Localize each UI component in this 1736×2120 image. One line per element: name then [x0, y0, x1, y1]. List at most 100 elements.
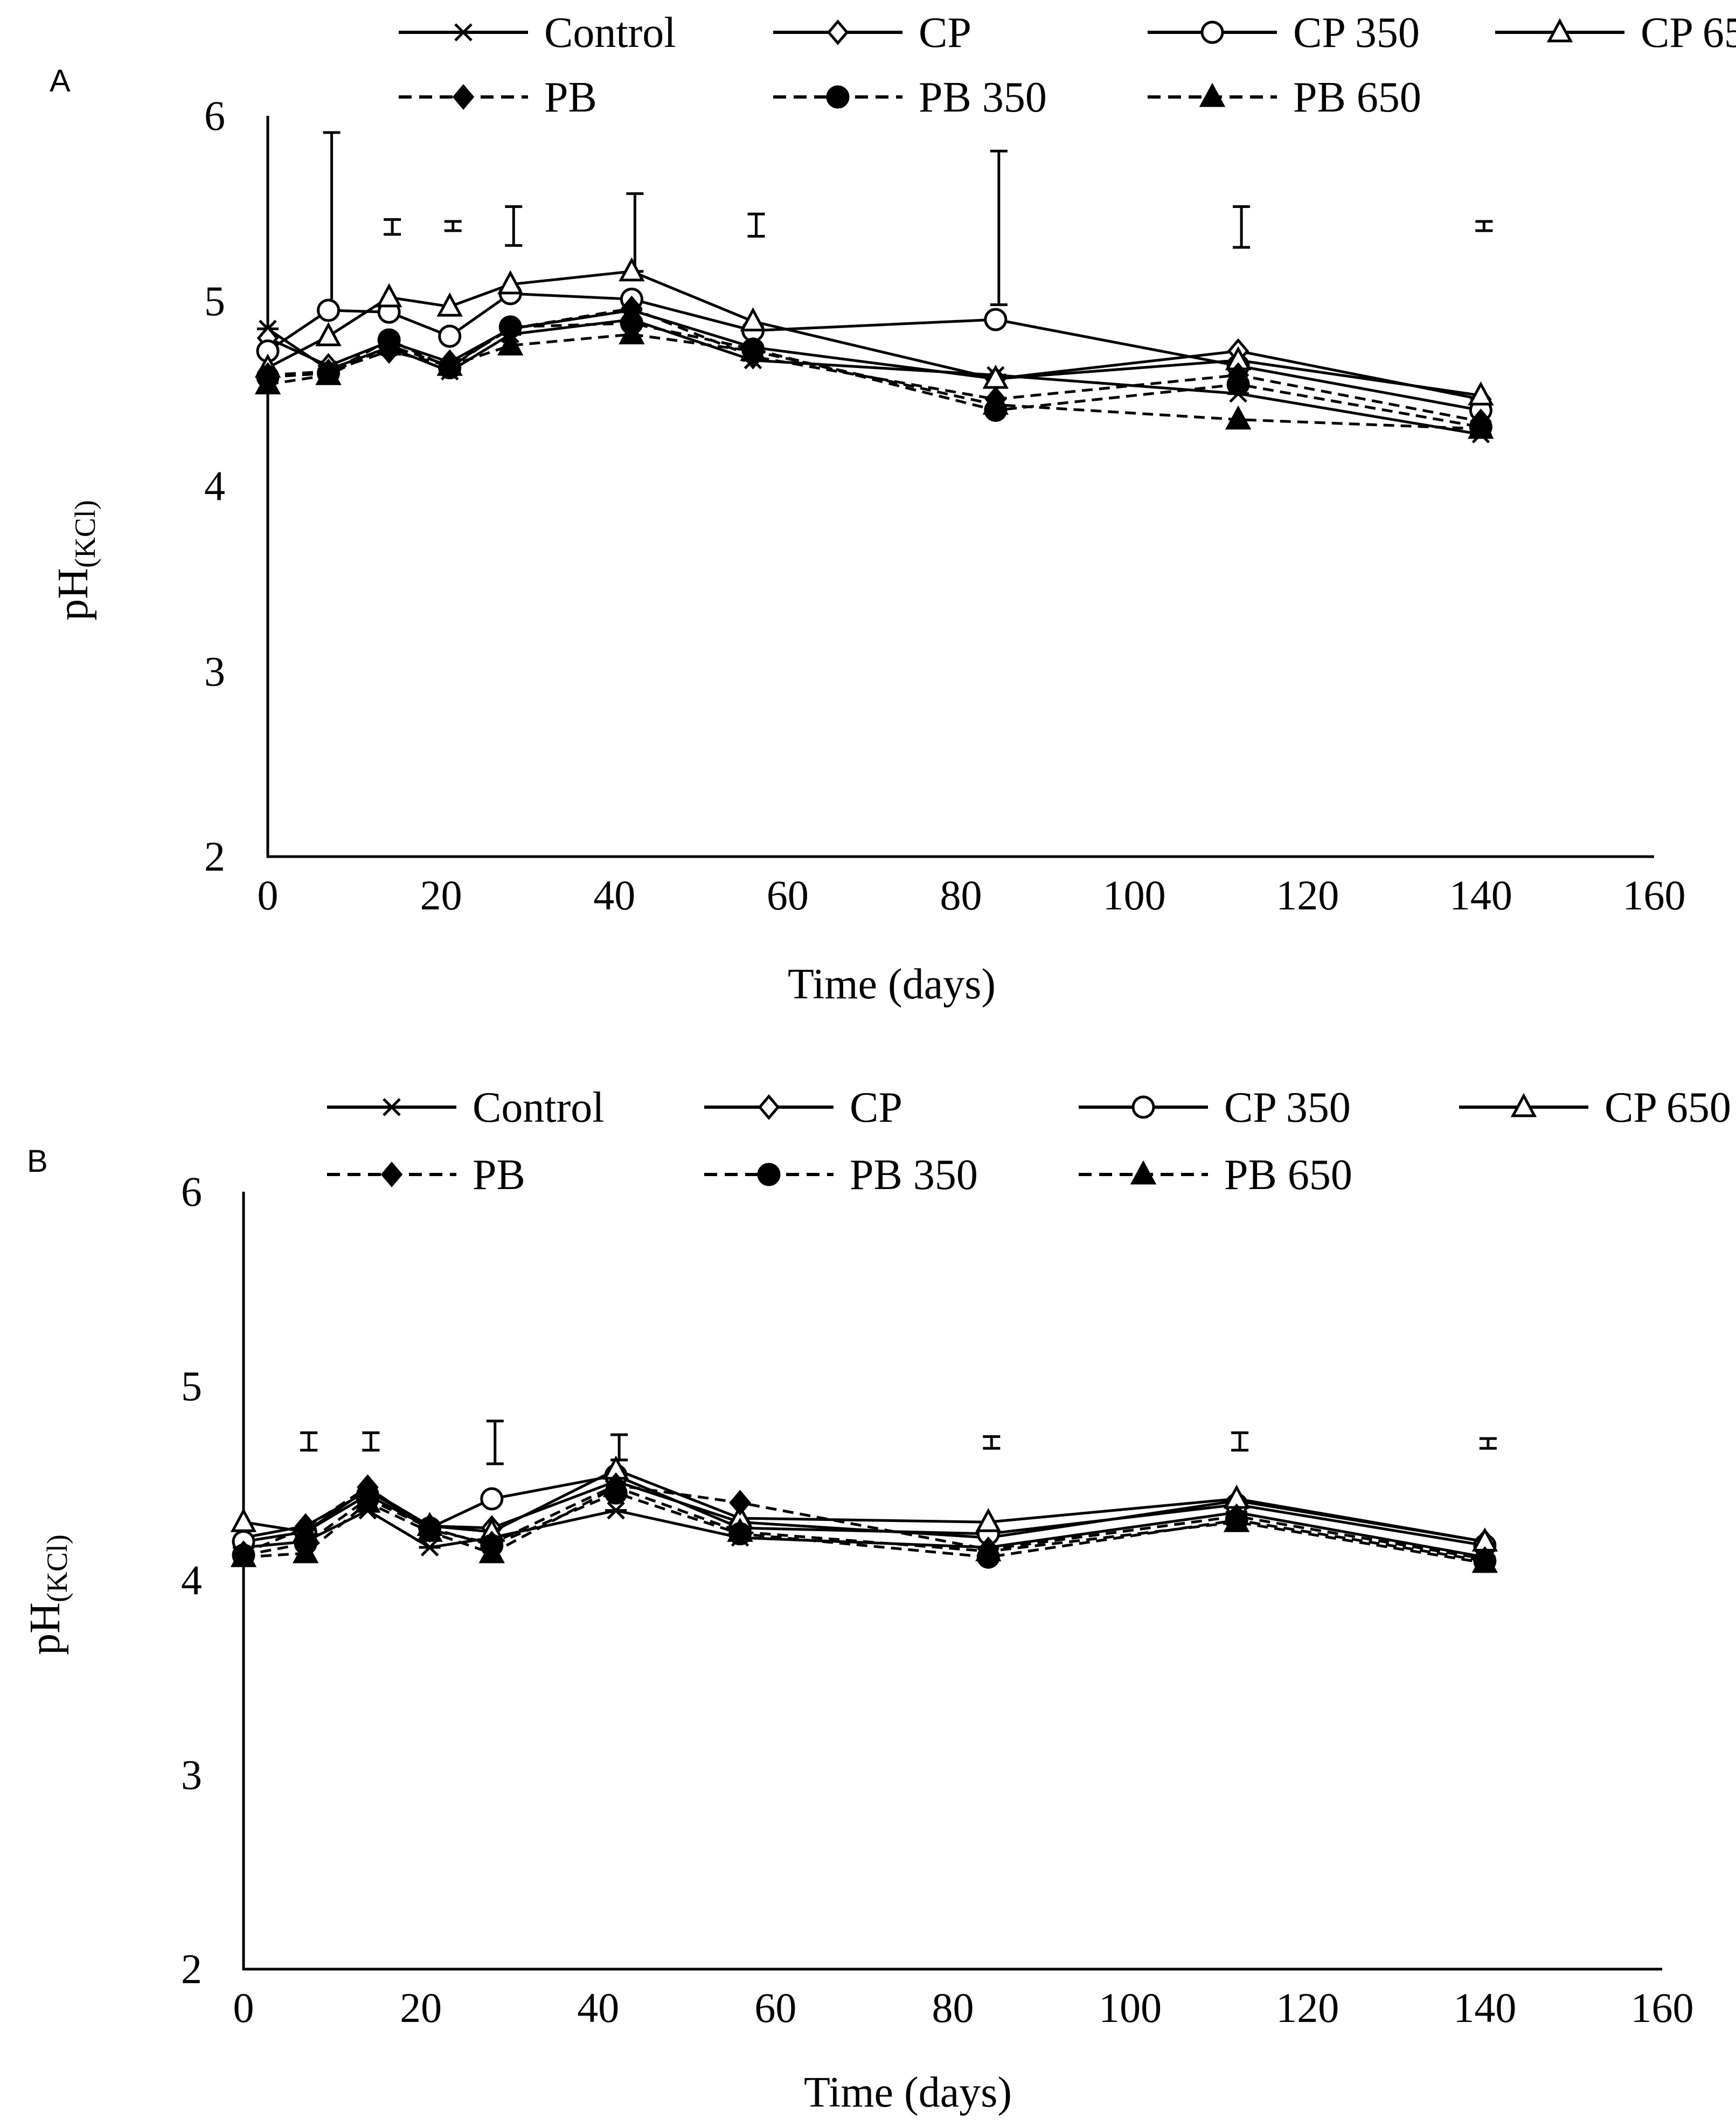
legend-label-b-cp-350: CP 350 — [1224, 1084, 1351, 1131]
error-bar-a-140 — [1475, 220, 1493, 232]
y-axis-title-b: pH(KCl) — [22, 1534, 73, 1655]
y-tick-label-b-5: 5 — [181, 1363, 202, 1409]
y-axis-title-b-sub: (KCl) — [41, 1534, 73, 1602]
legend-entry-a-cp: CP — [773, 9, 971, 57]
data-point-b-cp-650-0 — [230, 1508, 257, 1532]
legend-label-a-pb: PB — [544, 74, 597, 121]
axes-a — [266, 116, 1654, 858]
data-point-a-cp-650-140 — [1468, 381, 1494, 406]
x-tick-label-a-0: 0 — [258, 872, 279, 919]
legend-marker-b-control — [381, 1098, 402, 1116]
data-point-b-pb-650-21 — [416, 1518, 443, 1542]
error-bars-b — [300, 1420, 1497, 1465]
y-tick-label-a-6: 6 — [204, 92, 225, 139]
data-point-a-cp-650-28 — [497, 270, 524, 295]
x-tick-label-a-160: 160 — [1623, 872, 1686, 919]
legend-entry-a-pb-650: PB 650 — [1148, 74, 1421, 121]
data-point-a-cp-650-14 — [376, 283, 402, 308]
data-point-a-pb-650-21 — [436, 351, 463, 376]
y-axis-title-a: pH(KCl) — [50, 500, 101, 621]
legend-marker-b-pb — [380, 1162, 403, 1187]
x-tick-label-a-100: 100 — [1103, 872, 1166, 919]
x-tick-label-b-140: 140 — [1453, 1984, 1516, 2031]
legend-label-b-pb-650: PB 650 — [1224, 1151, 1352, 1199]
series-line-b-cp-350 — [243, 1474, 1485, 1547]
data-point-a-cp-650-21 — [436, 292, 463, 317]
legend-a: Control CP CP 350 CP 650 PB PB 350 PB 650 — [399, 9, 1736, 121]
data-point-a-pb-650-0 — [254, 370, 281, 394]
axes-b — [242, 1192, 1662, 1971]
y-tick-label-b-3: 3 — [181, 1751, 202, 1798]
error-bar-a-14 — [384, 218, 401, 236]
x-tick-label-a-120: 120 — [1276, 872, 1339, 919]
data-point-b-pb-650-56 — [727, 1518, 753, 1542]
x-tick-label-b-0: 0 — [233, 1984, 254, 2031]
error-bar-b-112 — [1231, 1431, 1249, 1452]
data-point-b-cp-350-28 — [480, 1487, 504, 1511]
series-line-a-pb-650 — [267, 333, 1481, 430]
legend-marker-a-control — [453, 23, 474, 41]
series-line-b-pb-650 — [243, 1485, 1485, 1565]
series-line-a-pb-350 — [267, 322, 1481, 428]
x-tick-label-a-40: 40 — [593, 872, 635, 919]
data-point-b-pb-650-0 — [230, 1542, 257, 1567]
data-point-a-pb-650-28 — [497, 331, 524, 356]
x-tick-label-a-20: 20 — [420, 872, 462, 919]
legend-label-b-cp: CP — [850, 1084, 902, 1131]
y-tick-label-a-4: 4 — [204, 463, 225, 510]
legend-entry-b-pb-650: PB 650 — [1079, 1151, 1352, 1199]
legend-label-a-cp: CP — [919, 9, 971, 57]
data-point-a-pb-650-42 — [619, 320, 645, 345]
y-axis-title-a-main: pH — [50, 568, 97, 621]
data-point-a-cp-650-42 — [619, 257, 645, 282]
legend-marker-b-pb-350 — [757, 1163, 781, 1186]
legend-entry-a-cp-650: CP 650 — [1495, 9, 1736, 57]
x-axis-title-b: Time (days) — [804, 2069, 1012, 2116]
data-point-a-pb-650-7 — [315, 360, 342, 385]
series-group-b — [230, 1455, 1498, 1573]
data-point-a-pb-650-140 — [1468, 414, 1494, 439]
x-tick-label-a-60: 60 — [767, 872, 809, 919]
legend-label-a-pb-350: PB 350 — [919, 74, 1047, 121]
data-point-b-pb-650-84 — [975, 1537, 1002, 1561]
data-point-a-cp-350-7 — [317, 298, 341, 322]
chart-panel-b: Control CP CP 350 CP 650 PB PB 350 PB 650 0 20 4… — [22, 1084, 1731, 2116]
data-point-b-pb-650-42 — [602, 1473, 629, 1497]
series-a-pb-650 — [254, 320, 1494, 439]
panel-letter-a: A — [50, 64, 71, 99]
legend-label-a-pb-650: PB 650 — [1293, 74, 1421, 121]
data-point-a-cp-350-84 — [984, 308, 1008, 331]
error-bar-b-14 — [362, 1431, 380, 1452]
legend-label-b-pb: PB — [473, 1151, 525, 1199]
legend-entry-b-pb: PB — [327, 1151, 525, 1199]
data-point-b-pb-650-28 — [478, 1539, 505, 1563]
data-point-b-cp-650-84 — [975, 1508, 1002, 1532]
legend-entry-b-cp-350: CP 350 — [1079, 1084, 1351, 1131]
data-point-a-pb-650-14 — [376, 331, 402, 356]
legend-label-a-cp-350: CP 350 — [1293, 9, 1420, 57]
x-tick-label-b-60: 60 — [754, 1984, 796, 2031]
y-tick-label-b-6: 6 — [181, 1168, 202, 1215]
legend-marker-a-pb-650 — [1199, 82, 1226, 107]
data-point-b-control-21 — [419, 1538, 441, 1556]
data-point-b-pb-650-140 — [1471, 1548, 1498, 1573]
data-point-a-cp-650-56 — [740, 307, 766, 332]
series-line-b-control — [243, 1509, 1485, 1559]
data-point-b-pb-650-7 — [293, 1539, 319, 1563]
error-bar-b-84 — [983, 1435, 1001, 1450]
y-axis-title-a-sub: (KCl) — [69, 500, 101, 568]
legend-marker-a-cp — [827, 19, 849, 45]
y-tick-label-a-2: 2 — [204, 833, 225, 880]
x-tick-label-b-80: 80 — [932, 1984, 974, 2031]
data-point-a-pb-650-56 — [740, 337, 766, 362]
x-tick-label-b-100: 100 — [1099, 1984, 1162, 2031]
legend-b: Control CP CP 350 CP 650 PB PB 350 PB 650 — [327, 1084, 1731, 1199]
data-point-b-control-42 — [605, 1501, 627, 1520]
data-point-a-cp-350-21 — [438, 324, 462, 348]
series-a-cp-650 — [254, 257, 1494, 406]
legend-label-b-control: Control — [473, 1084, 604, 1131]
series-line-a-cp-350 — [267, 292, 1481, 412]
tick-labels-b: 0 20 40 60 80 100 120 140 160 2 3 4 5 6 — [181, 1168, 1694, 2031]
y-tick-label-b-4: 4 — [181, 1557, 202, 1604]
